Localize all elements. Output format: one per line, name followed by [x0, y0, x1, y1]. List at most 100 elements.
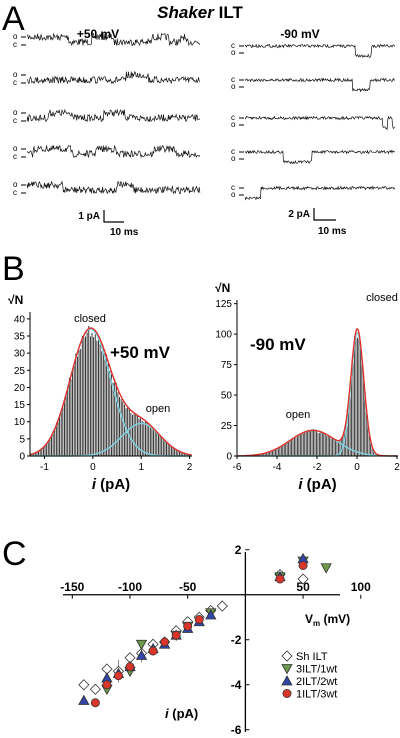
histogram-bars [30, 325, 192, 456]
histogram-bar [122, 401, 124, 456]
state-open-label: o [231, 154, 236, 163]
histogram-bar [96, 340, 98, 456]
histogram-bar [85, 336, 86, 456]
histogram-bar [177, 450, 179, 456]
histogram-bar [36, 452, 38, 456]
histogram-right: 0 25 50 75 100 125 -6 -4 -2 0 2 √N i (pA) -90 mV open c… [215, 281, 400, 493]
y-tick-label: 0 [19, 452, 25, 463]
histogram-bar [64, 401, 65, 456]
histogram-bar [182, 452, 184, 456]
legend-label: Sh ILT [296, 651, 328, 663]
histogram-bar [135, 414, 137, 456]
histogram-bar [169, 445, 171, 456]
trace-row: oc [231, 75, 396, 93]
histogram-bar [183, 453, 185, 456]
trace-row: oc [231, 147, 396, 165]
panel-b-letter: B [2, 250, 25, 288]
x-axis-label: i (pA) [298, 476, 336, 493]
y-tick-label: 75 [221, 360, 233, 371]
histogram-bar [159, 435, 161, 456]
histogram-bar [89, 336, 91, 456]
histogram-bar [57, 420, 59, 456]
histogram-bar [349, 385, 351, 456]
histogram-bar [364, 393, 366, 456]
histogram-bar [299, 433, 301, 456]
histogram-bar [34, 452, 36, 456]
histogram-bar [174, 448, 176, 456]
x-axis-label: Vm (mV) [305, 612, 350, 628]
histogram-bar [109, 370, 111, 456]
data-point [135, 649, 148, 660]
y-tick-label: 35 [14, 332, 26, 343]
right-scale-current: 2 pA [288, 209, 310, 220]
histogram-bar [266, 452, 268, 456]
histogram-bar [167, 443, 169, 456]
y-axis-label: i (pA) [165, 706, 198, 721]
x-axis-label: i (pA) [92, 476, 130, 493]
state-closed-label: c [13, 188, 17, 197]
histogram-bar [65, 395, 67, 456]
histogram-bar [292, 439, 294, 456]
histogram-bar [70, 379, 72, 456]
x-tick-label: -2 [313, 462, 322, 473]
data-point [297, 573, 309, 585]
histogram-bar [149, 425, 151, 456]
histogram-bar [52, 431, 54, 456]
left-scale-current: 1 pA [78, 211, 100, 222]
histogram-bar [318, 433, 320, 456]
histogram-bar [123, 404, 125, 456]
y-tick-label: 20 [14, 383, 26, 394]
histogram-bar [76, 356, 78, 456]
histogram-bar [49, 438, 51, 456]
histogram-bar [333, 439, 335, 456]
histogram-bar [101, 351, 103, 456]
histogram-bar [91, 333, 93, 456]
state-open-label: o [13, 32, 18, 41]
data-point [298, 561, 308, 571]
histogram-bar [151, 426, 153, 456]
data-point [275, 574, 285, 584]
histogram-bar [298, 434, 300, 456]
y-tick-label: 5 [19, 434, 25, 445]
histogram-bar [346, 408, 348, 456]
histogram-bar [354, 336, 355, 456]
histogram-bar [38, 451, 39, 456]
histogram-bar [260, 454, 262, 456]
left-scale-bar: 1 pA 10 ms [78, 210, 139, 238]
state-closed-label: c [231, 113, 235, 122]
histogram-bar [367, 422, 369, 456]
histogram-bar [175, 450, 177, 456]
histogram-bar [153, 428, 155, 456]
histogram-bar [320, 432, 322, 456]
y-tick-label: 10 [14, 417, 26, 428]
histogram-bar [283, 443, 285, 456]
histogram-bar [112, 382, 114, 456]
histogram-bar [44, 445, 46, 456]
histogram-bar [188, 454, 190, 456]
data-point [78, 679, 90, 691]
histogram-bar [285, 443, 287, 456]
histogram-bar [261, 453, 263, 456]
data-point [135, 639, 148, 651]
histogram-bar [279, 447, 281, 456]
histogram-bar [93, 337, 95, 456]
histogram-bar [133, 413, 135, 456]
histogram-bar [117, 392, 119, 456]
panel-a-title-rest: ILT [214, 3, 244, 22]
state-open-label: o [13, 108, 18, 117]
y-tick-label: 25 [14, 366, 26, 377]
y-tick-label: 100 [215, 330, 232, 341]
histogram-bar [51, 435, 52, 456]
histogram-bar [339, 440, 341, 456]
trace-row: oc [231, 113, 396, 131]
histogram-bar [185, 453, 187, 456]
histogram-bar [59, 417, 61, 456]
x-tick-label: 1 [138, 462, 144, 473]
trace-row: oc [13, 144, 201, 161]
histogram-bar [162, 440, 164, 456]
y-tick-label: -2 [231, 633, 242, 647]
histogram-bar [80, 349, 82, 456]
histogram-bar [335, 439, 336, 456]
